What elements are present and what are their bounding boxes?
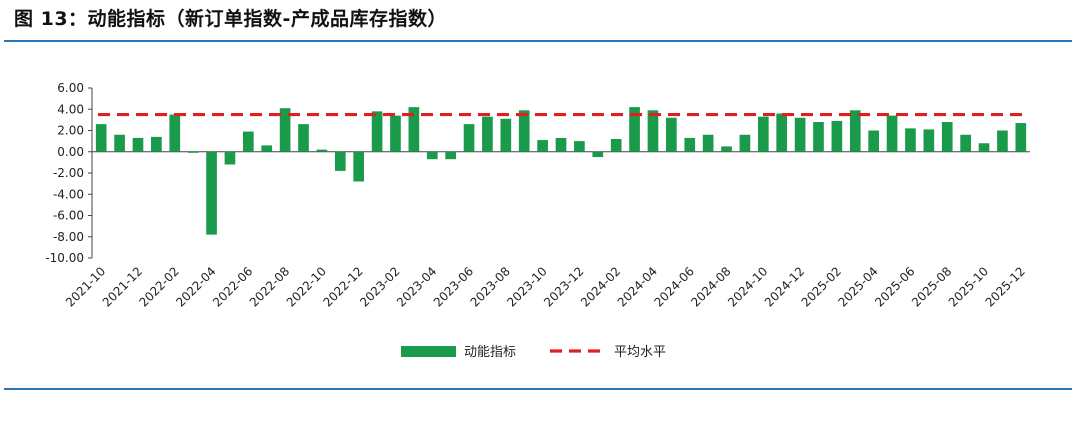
bar <box>500 118 512 152</box>
bar <box>463 124 475 152</box>
bar <box>334 151 346 171</box>
bar <box>371 111 383 152</box>
bar <box>997 130 1008 152</box>
bar <box>960 134 971 152</box>
bar <box>224 151 236 165</box>
bar <box>482 116 493 152</box>
top-rule <box>4 40 1072 42</box>
bar <box>610 139 622 152</box>
legend: 动能指标 平均水平 <box>401 345 666 360</box>
bar <box>95 124 107 152</box>
y-axis-ticks: 6.00 4.00 2.00 0.00 -2.00 -4.00 -6.00 -8.00 -10.… <box>45 81 92 265</box>
bar <box>757 116 769 152</box>
legend-label-bar: 动能指标 <box>464 345 516 360</box>
bar <box>868 130 880 152</box>
y-tick-label: 6.00 <box>57 81 84 95</box>
bar <box>941 122 953 152</box>
bar <box>629 107 640 152</box>
bar <box>298 124 309 152</box>
bar <box>666 117 677 152</box>
bar <box>684 137 696 152</box>
y-tick-label: -2.00 <box>53 166 84 180</box>
bar <box>151 136 162 152</box>
y-tick-label: -8.00 <box>53 230 84 244</box>
bar <box>813 122 824 152</box>
x-axis-ticks: 2021-102021-122022-022022-042022-062022-… <box>63 264 1028 309</box>
bottom-rule <box>4 388 1072 390</box>
bar <box>905 128 916 152</box>
legend-label-line: 平均水平 <box>614 345 666 360</box>
bar <box>739 134 751 152</box>
bar <box>390 115 401 152</box>
bar <box>408 107 420 152</box>
bar <box>978 143 990 152</box>
y-tick-label: -10.00 <box>45 251 84 265</box>
y-tick-label: 4.00 <box>57 102 84 116</box>
bar <box>316 149 328 152</box>
y-tick-label: -4.00 <box>53 187 84 201</box>
bar <box>242 131 254 152</box>
bar <box>537 140 548 152</box>
bar <box>279 108 291 152</box>
x-tick-label: 2025-12 <box>983 264 1028 309</box>
bar <box>849 110 861 152</box>
legend-swatch-bar <box>401 346 456 357</box>
bar <box>426 151 438 160</box>
bar <box>886 115 898 152</box>
bar <box>1015 123 1027 152</box>
bar <box>353 151 365 182</box>
bar <box>776 113 788 152</box>
bar <box>831 120 843 152</box>
bar <box>445 151 456 160</box>
bar <box>923 129 935 152</box>
bar <box>555 137 567 152</box>
figure-title: 图 13：动能指标（新订单指数-产成品库存指数） <box>14 8 447 30</box>
bar <box>518 110 530 152</box>
bar-series <box>95 107 1027 235</box>
bar <box>114 134 125 152</box>
bar <box>702 134 714 152</box>
bar <box>647 110 659 152</box>
bar <box>169 114 181 152</box>
bar <box>794 117 806 152</box>
y-tick-label: -6.00 <box>53 209 84 223</box>
bar <box>261 145 273 152</box>
bar <box>187 151 199 153</box>
bar <box>132 137 144 152</box>
bar <box>206 151 217 235</box>
bar <box>574 141 585 152</box>
bar <box>721 146 732 152</box>
y-tick-label: 2.00 <box>57 124 84 138</box>
bar <box>592 151 604 158</box>
y-tick-label: 0.00 <box>57 145 84 159</box>
